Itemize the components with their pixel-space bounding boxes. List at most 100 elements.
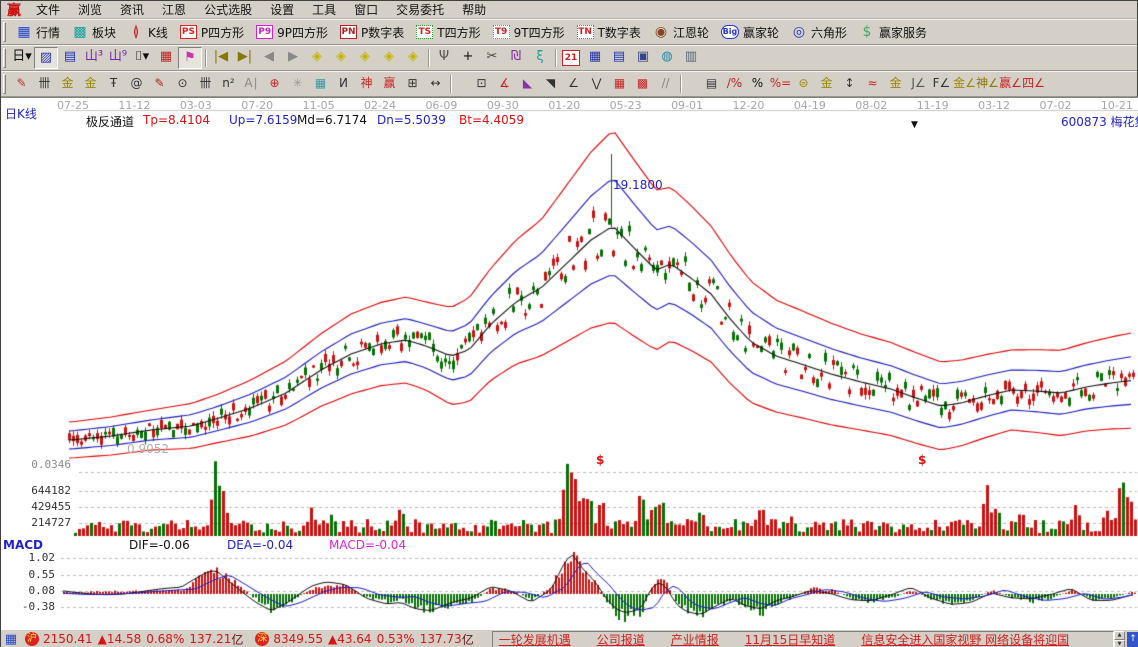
calendar-button[interactable]: 21 bbox=[562, 50, 580, 66]
percent-tool-button[interactable]: % bbox=[751, 76, 764, 90]
shen-angle-tool-button[interactable]: 神∠ bbox=[976, 76, 999, 90]
red-pencil-tool-button[interactable]: ✎ bbox=[154, 76, 165, 90]
gold-circle-tool-button[interactable]: ⊜ bbox=[798, 76, 809, 90]
menu-item[interactable]: 工具 bbox=[312, 3, 337, 17]
crosshair-tool-button[interactable]: + bbox=[462, 49, 474, 64]
angle-arrows-tool-button[interactable]: ∠ bbox=[568, 76, 579, 90]
mirror-tool-button[interactable]: A∣ bbox=[244, 76, 259, 90]
first-page-button[interactable]: |◀ bbox=[213, 49, 229, 64]
gold-line-tool-button[interactable]: 金 bbox=[820, 76, 833, 90]
parallel-lines-tool-button[interactable]: // bbox=[661, 76, 670, 90]
bars-9-button[interactable]: 山⁹ bbox=[108, 49, 128, 64]
next-page-button[interactable]: ▶ bbox=[288, 49, 298, 64]
rays-box-dark-tool-button[interactable]: ◥ bbox=[545, 76, 556, 90]
span-tool-button[interactable]: ↔ bbox=[430, 76, 441, 90]
ninet-square-button[interactable]: T9 9T四方形 bbox=[487, 20, 571, 44]
news-link[interactable]: 一轮发展机遇 bbox=[498, 632, 571, 647]
network-button[interactable]: ◍ bbox=[661, 49, 673, 64]
ruler-tool-button[interactable]: 卌 bbox=[38, 76, 51, 90]
t-square-button[interactable]: TS T四方形 bbox=[410, 20, 486, 44]
gold-ruler-2-button[interactable]: 金 bbox=[84, 76, 97, 90]
p-number-table-button[interactable]: PN P数字表 bbox=[334, 20, 410, 44]
rays-tool-button[interactable]: ∡ bbox=[499, 76, 510, 90]
ying-angle-tool-button[interactable]: 赢∠ bbox=[999, 76, 1022, 90]
quotes-grid-icon[interactable]: ▦ bbox=[4, 631, 18, 647]
brick-pattern-button[interactable]: ▦ bbox=[159, 49, 173, 64]
web-tool-button[interactable]: ✳ bbox=[292, 76, 303, 90]
menu-item[interactable]: 交易委托 bbox=[396, 3, 445, 17]
zigzag-tool-button[interactable]: ⋁ bbox=[591, 76, 602, 90]
rays-box-purple-tool-button[interactable]: ◣ bbox=[522, 76, 533, 90]
hexagon-button[interactable]: ◎ 六角形 bbox=[785, 20, 853, 44]
gold-angle-tool-button[interactable]: 金∠ bbox=[953, 76, 976, 90]
period-button[interactable]: 日▾ bbox=[12, 49, 32, 64]
p-square-button[interactable]: PS P四方形 bbox=[174, 20, 250, 44]
gann-shape-tool-button[interactable]: ₪ bbox=[510, 49, 522, 64]
brain-tool-button[interactable]: ξ bbox=[536, 49, 544, 64]
red-wave-tool-button[interactable]: ≈ bbox=[867, 76, 878, 90]
menu-item[interactable]: 窗口 bbox=[354, 3, 379, 17]
cycle-tool-button[interactable]: ⊙ bbox=[177, 76, 188, 90]
tick-ruler-button[interactable]: 卌 bbox=[199, 76, 212, 90]
bars-3-button[interactable]: 山³ bbox=[84, 49, 104, 64]
shen-tool-button[interactable]: 神 bbox=[360, 76, 373, 90]
spinner-down-icon[interactable]: ▼ bbox=[1114, 639, 1125, 647]
quotes-button[interactable]: ▦ 行情 bbox=[10, 20, 66, 44]
percent-list-tool-button[interactable]: ▤ bbox=[705, 76, 718, 90]
diamond-compress-button[interactable]: ◈ bbox=[384, 49, 394, 64]
flag-button[interactable]: ⚑ bbox=[178, 47, 202, 69]
cut-tool-button[interactable]: ✂ bbox=[486, 49, 498, 64]
winner-wheel-button[interactable]: Big 赢家轮 bbox=[715, 20, 785, 44]
percent-cut-tool-button[interactable]: ∕% bbox=[726, 76, 743, 90]
grid-123-tool-button[interactable]: ⊞ bbox=[407, 76, 418, 90]
prev-page-button[interactable]: ◀ bbox=[264, 49, 274, 64]
t-number-table-button[interactable]: TN T数字表 bbox=[571, 20, 647, 44]
info-panel-button[interactable]: ▤ bbox=[63, 49, 77, 64]
web-grid-tool-button[interactable]: ▦ bbox=[314, 76, 327, 90]
diamond-expand-button[interactable]: ◈ bbox=[360, 49, 370, 64]
gold-ruler-1-button[interactable]: 金 bbox=[61, 76, 74, 90]
j-angle-tool-button[interactable]: J∠ bbox=[911, 76, 926, 90]
kline-chart-canvas[interactable] bbox=[1, 98, 1138, 630]
news-link[interactable]: 11月15日早知道 bbox=[744, 632, 836, 647]
f-ruler-button[interactable]: Ŧ bbox=[109, 76, 118, 90]
notes-button[interactable]: ▤ bbox=[612, 49, 626, 64]
menu-item[interactable]: 资讯 bbox=[120, 3, 145, 17]
menu-item[interactable]: 文件 bbox=[36, 3, 61, 17]
menu-item[interactable]: 公式选股 bbox=[204, 3, 253, 17]
sectors-button[interactable]: ▩ 板块 bbox=[66, 20, 122, 44]
toolbar-drag-handle[interactable] bbox=[3, 74, 6, 94]
n-square-tool-button[interactable]: n² bbox=[222, 76, 235, 90]
calculator-button[interactable]: ▦ bbox=[588, 49, 602, 64]
si-angle-tool-button[interactable]: 四∠ bbox=[1022, 76, 1045, 90]
spiral-tool-button[interactable]: @ bbox=[130, 76, 143, 90]
menu-item[interactable]: 浏览 bbox=[78, 3, 103, 17]
box-select-tool-button[interactable]: ⊡ bbox=[476, 76, 487, 90]
ying-tool-button[interactable]: 赢 bbox=[383, 76, 396, 90]
toolbar-drag-handle[interactable] bbox=[3, 22, 6, 42]
diamond-pan-right-button[interactable]: ◈ bbox=[336, 49, 346, 64]
last-page-button[interactable]: ▶| bbox=[237, 49, 253, 64]
pencil-tool-button[interactable]: ✎ bbox=[16, 76, 27, 90]
candle-type-button[interactable]: ⌷▾ bbox=[134, 49, 150, 64]
gold-underline-tool-button[interactable]: 金 bbox=[889, 76, 902, 90]
hand-tool-button[interactable]: Ψ bbox=[438, 49, 450, 64]
grid-red-1-tool-button[interactable]: ▦ bbox=[613, 76, 626, 90]
f-angle-tool-button[interactable]: F∠ bbox=[932, 76, 951, 90]
ninep-square-button[interactable]: P9 9P四方形 bbox=[250, 20, 334, 44]
wave-n-tool-button[interactable]: И bbox=[339, 76, 348, 90]
grid-red-2-tool-button[interactable]: ▩ bbox=[636, 76, 649, 90]
menu-item[interactable]: 帮助 bbox=[462, 3, 487, 17]
kline-button[interactable]: ≬ K线 bbox=[122, 20, 174, 44]
menu-item[interactable]: 设置 bbox=[270, 3, 295, 17]
remote-pc-button[interactable]: ▥ bbox=[684, 49, 698, 64]
spinner-up-icon[interactable]: ▲ bbox=[1114, 630, 1125, 640]
toolbar-drag-handle[interactable] bbox=[3, 48, 6, 68]
pattern-view-button[interactable]: ▨ bbox=[34, 47, 58, 69]
news-link[interactable]: 公司报道 bbox=[596, 632, 645, 647]
clipped-right-icon[interactable]: ↑ bbox=[1127, 631, 1138, 647]
diamond-reset-button[interactable]: ◈ bbox=[408, 49, 418, 64]
menu-item[interactable]: 江恩 bbox=[162, 3, 187, 17]
diamond-pan-left-button[interactable]: ◈ bbox=[312, 49, 322, 64]
gann-wheel-button[interactable]: ◉ 江恩轮 bbox=[647, 20, 715, 44]
